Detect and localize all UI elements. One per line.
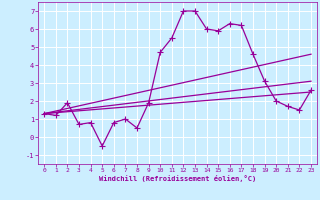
X-axis label: Windchill (Refroidissement éolien,°C): Windchill (Refroidissement éolien,°C) xyxy=(99,175,256,182)
